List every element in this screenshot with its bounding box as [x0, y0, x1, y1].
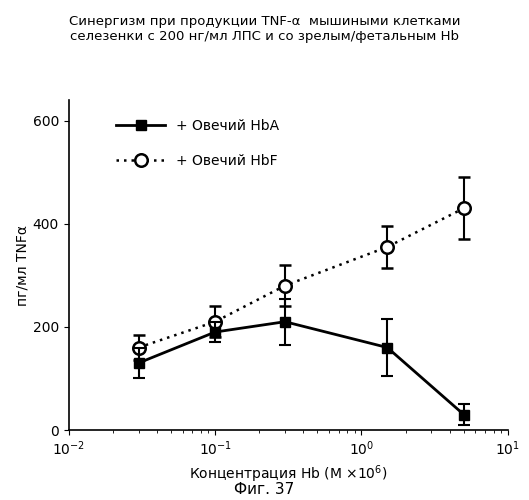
- Text: Фиг. 37: Фиг. 37: [234, 482, 295, 498]
- Legend: + Овечий HbA, + Овечий HbF: + Овечий HbA, + Овечий HbF: [111, 114, 285, 174]
- Text: Синергизм при продукции TNF-α  мышиными клетками
селезенки с 200 нг/мл ЛПС и со : Синергизм при продукции TNF-α мышиными к…: [69, 15, 460, 43]
- Y-axis label: пг/мл TNFα: пг/мл TNFα: [16, 224, 30, 306]
- X-axis label: Концентрация Hb (М ×$10^{6}$): Концентрация Hb (М ×$10^{6}$): [189, 464, 388, 485]
